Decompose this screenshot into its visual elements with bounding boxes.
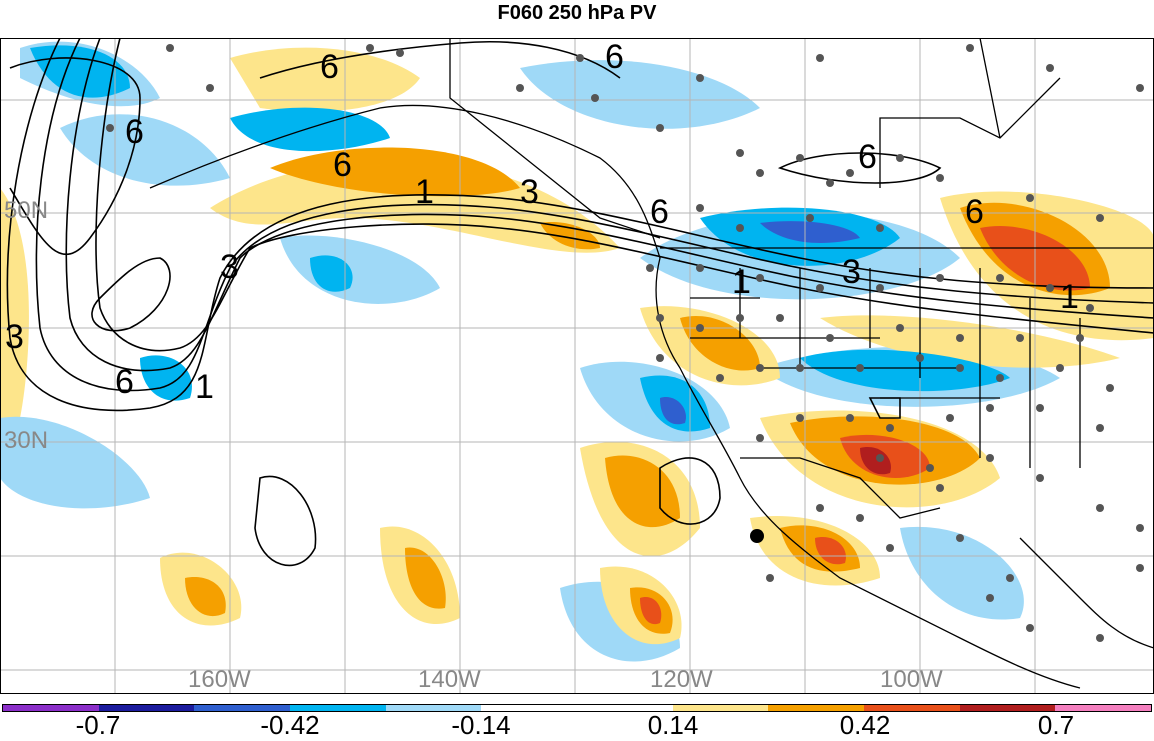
- marker-dot: [750, 529, 764, 543]
- colorbar-segment: [672, 705, 769, 711]
- colorbar-label: -0.14: [451, 710, 511, 740]
- contour-label: 1: [415, 173, 434, 211]
- contour-1: [6, 38, 1154, 412]
- map-plot-area: 6 6 6 6 6 6 6 1 3 3 1 3 1 1 3 6: [0, 38, 1154, 694]
- contour-6: [259, 40, 621, 79]
- shade-lightblue-8: [0, 416, 150, 509]
- colorbar-segment: [481, 705, 578, 711]
- contour-8: [91, 257, 171, 332]
- shade-darkred-1: [860, 447, 891, 475]
- contour-label: 3: [520, 173, 539, 211]
- shade-yellow-1: [0, 188, 29, 428]
- canada-borders: [879, 38, 1061, 188]
- map-title: F060 250 hPa PV: [497, 2, 657, 24]
- contour-label: 1: [195, 368, 214, 406]
- border-us-mexico: [740, 457, 941, 519]
- shade-orange-1: [270, 147, 520, 197]
- shade-orange-10: [540, 222, 600, 250]
- contour-label: 6: [125, 113, 144, 151]
- map-svg: 6 6 6 6 6 6 6 1 3 3 1 3 1 1 3 6: [0, 38, 1154, 694]
- shade-red-3: [640, 597, 662, 625]
- colorbar-segment: [98, 705, 195, 711]
- colorbar-segment: [194, 705, 291, 711]
- shade-lightblue-6: [280, 235, 440, 304]
- coastline-pacific: [149, 104, 1081, 689]
- contour-label: 6: [965, 193, 984, 231]
- contour-label: 6: [320, 48, 339, 86]
- graticule: [0, 38, 1154, 694]
- contour-9: [659, 457, 721, 525]
- lon-label: 160W: [188, 666, 251, 693]
- shade-blue-2: [230, 107, 390, 152]
- contour-3: [65, 38, 1154, 372]
- shade-blue-7: [310, 255, 353, 292]
- shade-blue-4: [800, 349, 1010, 392]
- contour-label: 1: [732, 263, 751, 301]
- contour-10: [254, 475, 317, 567]
- lon-label: 120W: [650, 666, 713, 693]
- shade-yellow-2: [230, 47, 420, 112]
- contour-label: 1: [1060, 278, 1079, 316]
- colorbar-segment: [959, 705, 1056, 711]
- border-alaska: [449, 38, 661, 239]
- colorbar-segment: [385, 705, 482, 711]
- colorbar-label: 0.14: [647, 710, 699, 740]
- shade-red-4: [815, 537, 846, 565]
- colorbar-segment: [290, 705, 386, 711]
- contour-label: 3: [5, 318, 24, 356]
- colorbar-segment: [3, 705, 99, 711]
- contour-2: [35, 38, 1154, 392]
- station-dots: [106, 44, 1144, 642]
- colorbar-segment: [768, 705, 865, 711]
- contour-label: 3: [842, 253, 861, 291]
- colorbar-segment: [577, 705, 673, 711]
- colorbar-label: -0.42: [260, 710, 320, 740]
- coastline-gulf: [1019, 537, 1154, 649]
- contour-label: 6: [650, 193, 669, 231]
- colorbar-label: 0.7: [1037, 710, 1075, 740]
- colorbar: [2, 704, 1152, 712]
- coastlines: [149, 38, 1154, 689]
- contour-label: 6: [858, 138, 877, 176]
- contour-11: [868, 397, 901, 419]
- shade-orange-7: [185, 577, 226, 617]
- lat-label: 50N: [4, 197, 49, 224]
- lat-label: 30N: [4, 427, 49, 454]
- pv-contours: [6, 38, 1154, 567]
- contour-label: 6: [115, 363, 134, 401]
- lon-label: 140W: [418, 666, 481, 693]
- contour-4: [95, 38, 1154, 352]
- lon-label: 100W: [880, 666, 943, 693]
- contour-label: 3: [220, 248, 239, 286]
- colorbar-label: 0.42: [839, 710, 891, 740]
- contour-label: 6: [605, 38, 624, 76]
- shade-darkblue-2: [660, 397, 686, 425]
- colorbar-label: -0.7: [75, 710, 121, 740]
- colorbar-segment: [864, 705, 960, 711]
- contour-labels: 6 6 6 6 6 6 6 1 3 3 1 3 1 1 3 6: [5, 38, 1079, 406]
- colorbar-segment: [1055, 705, 1152, 711]
- contour-label: 6: [333, 146, 352, 184]
- shade-darkblue-1: [760, 221, 860, 243]
- contour-5: [9, 57, 141, 256]
- shade-orange-8: [405, 547, 446, 609]
- contour-7: [777, 152, 942, 184]
